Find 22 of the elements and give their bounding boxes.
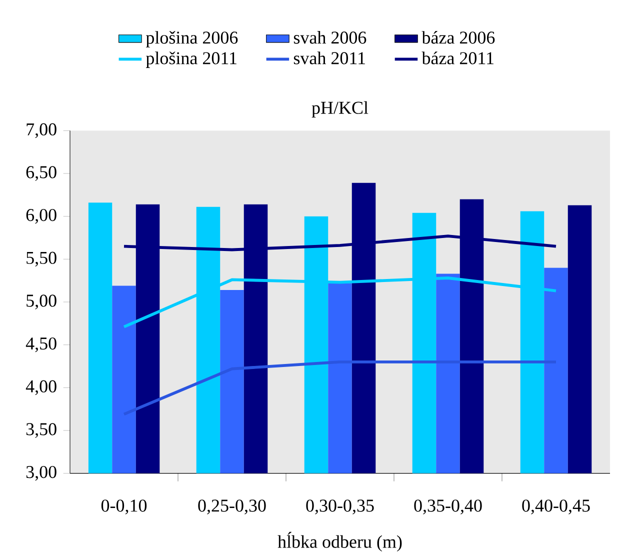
x-tick-label: 0,40-0,45 — [522, 500, 590, 514]
y-axis-title: pH/KCl — [312, 101, 368, 118]
legend-label: plošina 2006 — [146, 31, 238, 48]
y-tick-label: 3,00 — [26, 466, 56, 481]
legend-label: báza 2011 — [422, 52, 494, 64]
y-tick-label: 6,00 — [26, 208, 56, 224]
y-tick-label: 5,00 — [26, 294, 56, 310]
x-tick-label: 0,25-0,30 — [198, 500, 266, 514]
x-tick-label: 0-0,10 — [101, 500, 147, 514]
y-tick-label: 4,50 — [26, 337, 56, 352]
y-tick-label: 5,50 — [26, 252, 56, 267]
x-tick-label: 0,35-0,40 — [414, 500, 482, 514]
y-tick-label: 7,00 — [26, 123, 56, 138]
legend-label: svah 2011 — [294, 52, 365, 64]
x-axis-title: hĺbka odberu (m) — [278, 532, 402, 552]
x-tick-label: 0,30-0,35 — [306, 500, 374, 514]
y-tick-label: 3,50 — [26, 423, 56, 438]
legend-label: svah 2006 — [294, 31, 366, 44]
y-tick-label: 4,00 — [26, 380, 56, 396]
y-tick-label: 6,50 — [26, 166, 56, 181]
legend-label: báza 2006 — [422, 31, 495, 44]
legend-label: plošina 2011 — [146, 52, 236, 68]
